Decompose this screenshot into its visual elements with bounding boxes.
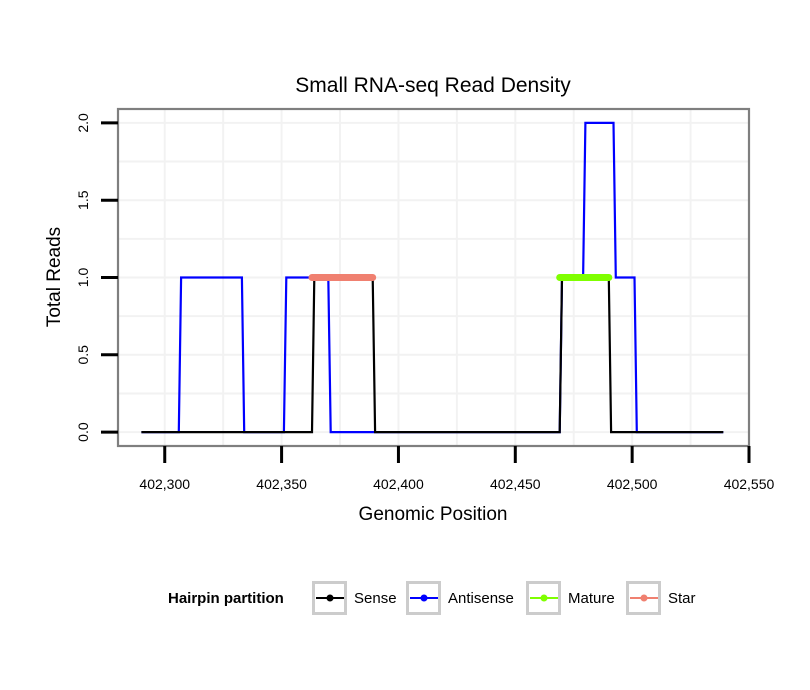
x-tick-label: 402,400 [373,476,424,492]
x-tick-label: 402,500 [607,476,658,492]
legend-key-dot [640,594,648,602]
legend-item-star: Star [626,581,696,615]
legend-label: Mature [568,590,615,607]
legend-item-sense: Sense [312,581,397,615]
legend-label: Sense [354,590,397,607]
y-axis-title: Total Reads [44,227,65,327]
y-tick-label: 1.5 [75,190,91,210]
x-tick-label: 402,350 [256,476,307,492]
x-tick-label: 402,550 [724,476,775,492]
axes: 402,300 402,350 402,400 402,450 402,500 402,5… [75,113,775,492]
x-axis-title: Genomic Position [359,504,508,525]
x-tick-label: 402,300 [139,476,190,492]
legend-title: Hairpin partition [168,590,284,607]
legend-item-mature: Mature [526,581,615,615]
chart-title: Small RNA-seq Read Density [295,74,571,97]
y-tick-label: 0.5 [75,345,91,365]
y-tick-label: 0.0 [75,422,91,442]
legend-key-dot [540,594,548,602]
legend-items: Sense Antisense Mature Star [312,581,696,615]
y-tick-label: 2.0 [75,113,91,133]
legend: Hairpin partition Sense Antisense Mature St… [168,581,696,615]
legend-key-dot [326,594,334,602]
series-line-sense [141,276,724,434]
legend-key-dot [420,594,428,602]
x-tick-label: 402,450 [490,476,541,492]
legend-label: Antisense [448,590,514,607]
legend-item-antisense: Antisense [406,581,514,615]
y-tick-label: 1.0 [75,268,91,288]
legend-label: Star [668,590,696,607]
series-lines [141,121,724,434]
